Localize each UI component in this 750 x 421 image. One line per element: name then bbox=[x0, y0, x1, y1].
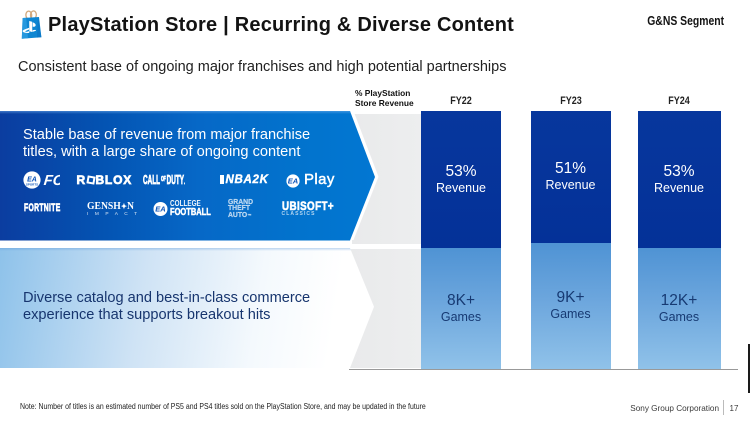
svg-text:EA: EA bbox=[288, 177, 298, 186]
svg-text:SPORTS: SPORTS bbox=[26, 183, 38, 187]
svg-text:EA: EA bbox=[27, 177, 37, 184]
svg-text:FC: FC bbox=[43, 173, 60, 189]
svg-text:EA: EA bbox=[155, 205, 165, 214]
